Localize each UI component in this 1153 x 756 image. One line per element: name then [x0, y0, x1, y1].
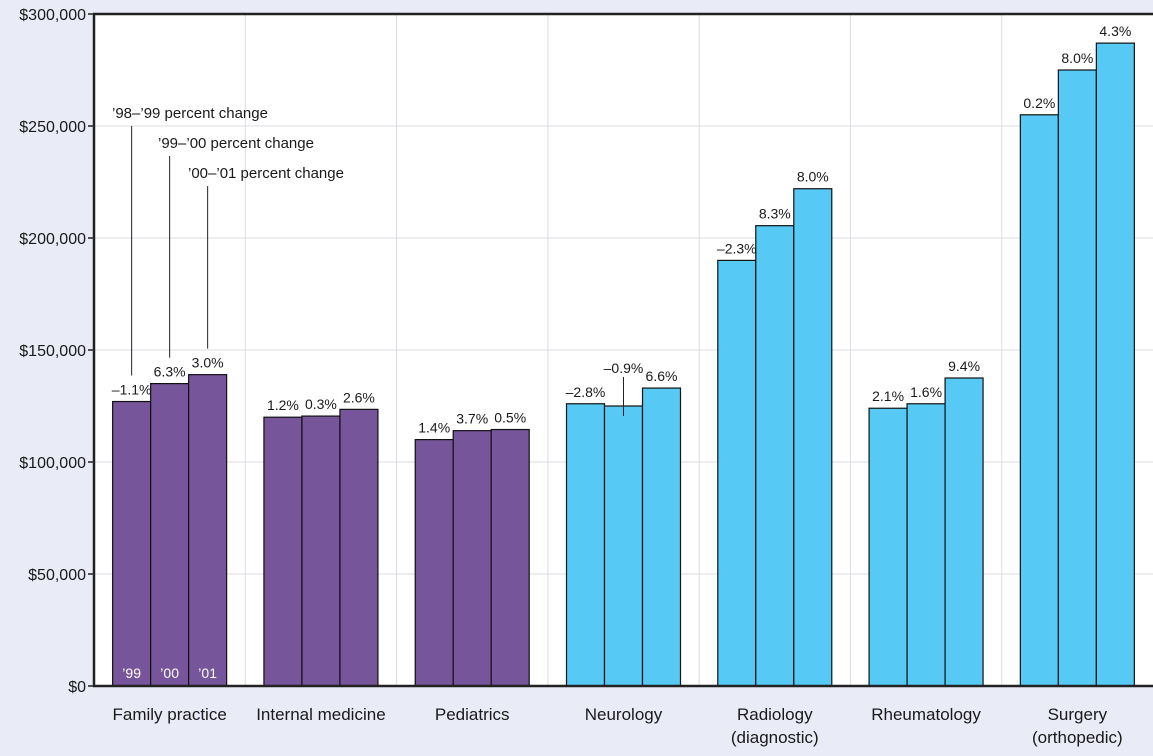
percent-change-label: 1.2%: [267, 397, 299, 413]
category-label: (diagnostic): [731, 728, 819, 747]
year-label: ’00: [160, 665, 179, 681]
bar: [565, 403, 606, 687]
bar: [717, 259, 757, 687]
y-tick-label: $50,000: [28, 567, 86, 584]
axes: [92, 12, 1153, 688]
percent-change-label: 3.0%: [192, 355, 224, 371]
bar: [112, 400, 152, 687]
bar: [150, 383, 190, 687]
bar: [414, 439, 454, 687]
bar: [1057, 69, 1097, 687]
bar: [641, 387, 682, 687]
labels: $0 $50,000 $100,000 $150,000 $200,000 $250,00…: [19, 7, 1131, 747]
year-label: ’99: [122, 665, 141, 681]
percent-change-label: 0.2%: [1023, 95, 1055, 111]
bar: [1095, 42, 1135, 687]
bar: [1019, 114, 1059, 687]
percent-change-label: 4.3%: [1099, 23, 1131, 39]
bar: [906, 403, 946, 687]
percent-change-label: 6.6%: [646, 368, 678, 384]
category-label: (orthopedic): [1032, 728, 1123, 747]
bar: [188, 374, 228, 687]
bar: [603, 405, 644, 687]
percent-change-label: 8.0%: [797, 169, 829, 185]
category-label: Neurology: [585, 705, 663, 724]
percent-change-label: 2.6%: [343, 389, 375, 405]
percent-change-label: 8.3%: [759, 206, 791, 222]
y-tick-label: $150,000: [19, 343, 86, 360]
percent-change-label: 8.0%: [1061, 50, 1093, 66]
bar: [490, 428, 530, 687]
percent-change-label: 1.6%: [910, 384, 942, 400]
bar: [301, 415, 341, 687]
bar: [868, 407, 908, 687]
y-tick-label: $200,000: [19, 231, 86, 248]
bar: [755, 225, 795, 687]
percent-change-label: –2.8%: [566, 384, 606, 400]
legend-entry: ’98–’99 percent change: [112, 105, 268, 122]
percent-change-label: –0.9%: [604, 360, 644, 376]
percent-change-label: 9.4%: [948, 358, 980, 374]
percent-change-label: 2.1%: [872, 388, 904, 404]
category-label: Family practice: [112, 705, 226, 724]
category-label: Internal medicine: [256, 705, 385, 724]
percent-change-label: 1.4%: [418, 420, 450, 436]
legend: ’98–’99 percent change ’99–’00 percent ch…: [112, 105, 344, 376]
category-label: Radiology: [737, 705, 813, 724]
percent-change-label: –1.1%: [112, 382, 152, 398]
legend-entry: ’99–’00 percent change: [158, 135, 314, 152]
y-tick-label: $300,000: [19, 7, 86, 24]
percent-change-label: 3.7%: [456, 411, 488, 427]
bar: [263, 416, 303, 687]
percent-change-label: 0.3%: [305, 396, 337, 412]
category-label: Pediatrics: [435, 705, 510, 724]
y-tick-label: $250,000: [19, 119, 86, 136]
legend-entry: ’00–’01 percent change: [188, 165, 344, 182]
year-label: ’01: [198, 665, 217, 681]
bar: [793, 188, 833, 687]
y-tick-label: $100,000: [19, 455, 86, 472]
bar: [452, 430, 492, 687]
category-label: Surgery: [1048, 705, 1108, 724]
percent-change-label: 0.5%: [494, 410, 526, 426]
percent-change-label: –2.3%: [717, 240, 757, 256]
bar: [944, 377, 984, 687]
category-label: Rheumatology: [871, 705, 981, 724]
bars: [112, 42, 1135, 687]
bar: [339, 408, 379, 687]
y-tick-label: $0: [68, 679, 86, 696]
percent-change-label: 6.3%: [154, 364, 186, 380]
